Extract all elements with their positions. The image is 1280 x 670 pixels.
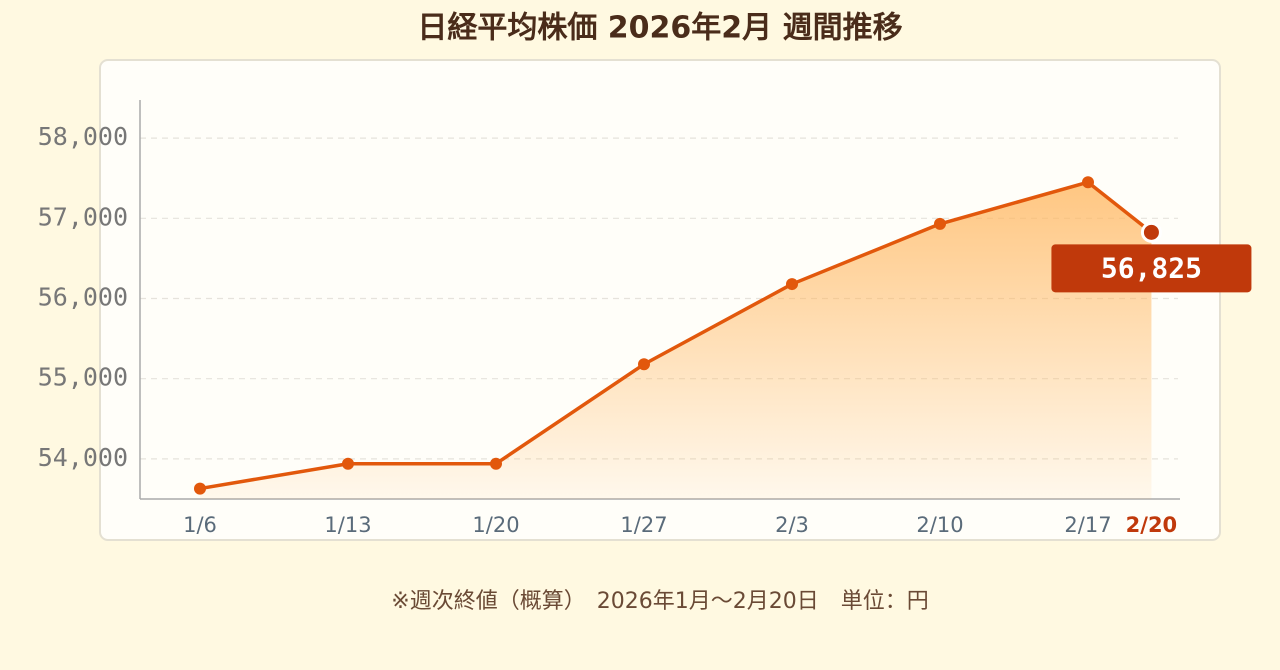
x-tick-label: 1/6 bbox=[183, 513, 217, 537]
x-tick-label: 2/20 bbox=[1126, 513, 1178, 537]
x-tick-label: 2/17 bbox=[1064, 513, 1111, 537]
area bbox=[200, 182, 1152, 499]
x-tick-label: 1/27 bbox=[620, 513, 667, 537]
point bbox=[1140, 221, 1162, 243]
x-tick-label: 2/3 bbox=[775, 513, 809, 537]
y-tick-label: 54,000 bbox=[38, 443, 128, 472]
point bbox=[342, 457, 354, 470]
chart-title: 日経平均株価 2026年2月 週間推移 bbox=[417, 11, 902, 46]
line bbox=[199, 180, 1153, 491]
y-tick-label: 58,000 bbox=[38, 122, 128, 151]
point bbox=[194, 482, 206, 495]
x-tick-label: 2/10 bbox=[916, 513, 963, 537]
point bbox=[638, 358, 650, 371]
value-label: 56,825 bbox=[1101, 251, 1202, 284]
value-label-box bbox=[1051, 244, 1252, 293]
x-tick-label: 1/13 bbox=[324, 513, 371, 537]
y-tick-label: 55,000 bbox=[38, 363, 128, 392]
point bbox=[1082, 176, 1094, 189]
point bbox=[934, 217, 946, 230]
point bbox=[490, 457, 502, 470]
footnote: ※週次終値（概算） 2026年1月〜2月20日 単位：円 bbox=[391, 589, 928, 614]
x-tick-label: 1/20 bbox=[472, 513, 519, 537]
point bbox=[786, 278, 798, 291]
y-tick-label: 57,000 bbox=[38, 202, 128, 231]
y-tick-label: 56,000 bbox=[38, 283, 128, 312]
